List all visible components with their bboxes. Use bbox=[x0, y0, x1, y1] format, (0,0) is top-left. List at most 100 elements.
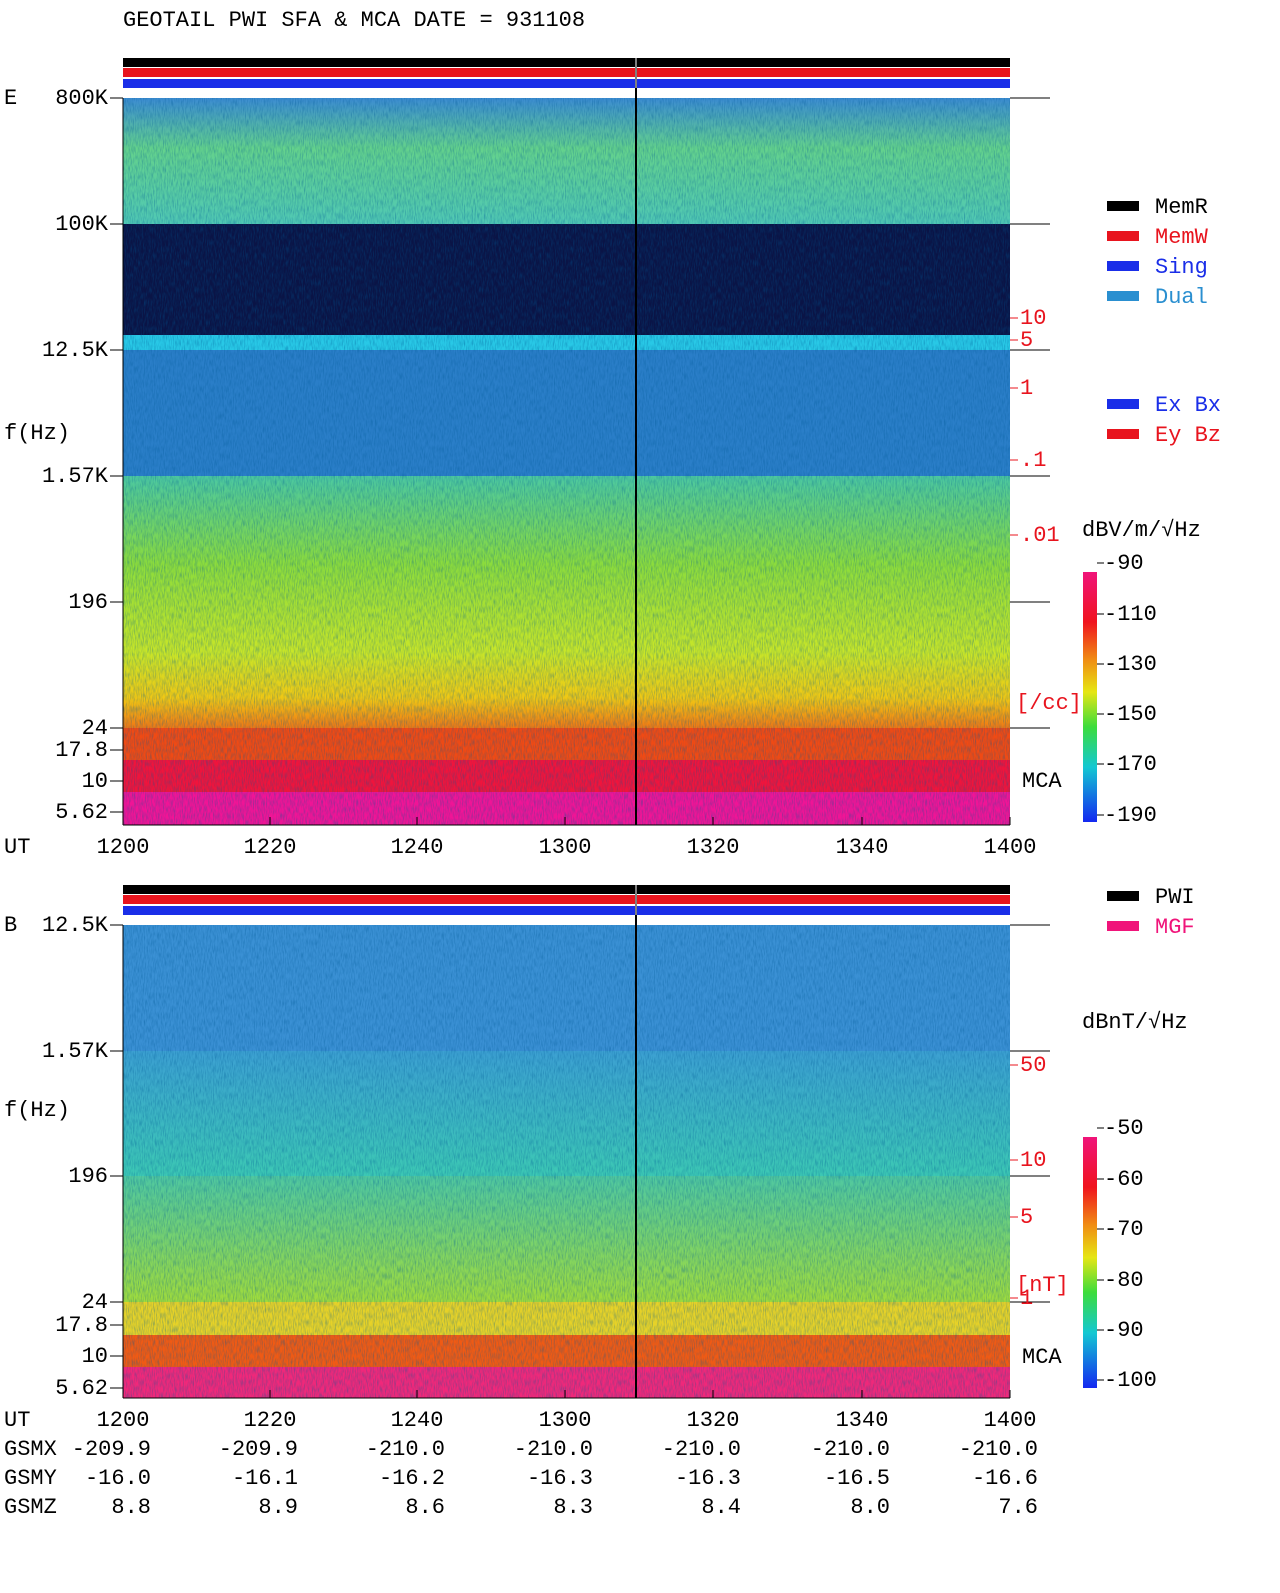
x-tick-label: 1240 bbox=[391, 835, 444, 860]
colorbar-tick-label: -130 bbox=[1104, 652, 1157, 677]
mca-label: MCA bbox=[1022, 769, 1062, 794]
colorbar-label: dBnT/√Hz bbox=[1082, 1010, 1188, 1035]
density-tick-label: 5 bbox=[1020, 1205, 1033, 1230]
colorbar-tick-label: -110 bbox=[1104, 602, 1157, 627]
y-tick-label: 24 bbox=[82, 1290, 108, 1315]
y-tick-label: 100K bbox=[55, 212, 109, 237]
y-tick-label: 196 bbox=[68, 1164, 108, 1189]
ephemeris-value: -210.0 bbox=[959, 1437, 1038, 1462]
spectrogram-noise bbox=[123, 98, 1010, 825]
legend-swatch bbox=[1107, 291, 1139, 301]
legend-label: MemW bbox=[1155, 225, 1209, 250]
colorbar-tick-label: -90 bbox=[1104, 1318, 1144, 1343]
ephemeris-value: 8.0 bbox=[850, 1495, 890, 1520]
ephemeris-value: -16.0 bbox=[85, 1466, 151, 1491]
ephemeris-value: -16.1 bbox=[232, 1466, 298, 1491]
legend-label: PWI bbox=[1155, 885, 1195, 910]
spectrogram-noise bbox=[123, 925, 1010, 1398]
ephemeris-value: -16.3 bbox=[675, 1466, 741, 1491]
panel-label: E bbox=[4, 86, 17, 111]
density-tick-label: 10 bbox=[1020, 306, 1046, 331]
legend-swatch bbox=[1107, 921, 1139, 931]
colorbar-tick-label: -90 bbox=[1104, 551, 1144, 576]
ephemeris-name: GSMZ bbox=[4, 1495, 57, 1520]
legend-label: MemR bbox=[1155, 195, 1208, 220]
density-tick-label: .01 bbox=[1020, 523, 1060, 548]
x-tick-label: 1400 bbox=[984, 1408, 1037, 1433]
x-axis-label: UT bbox=[4, 1408, 30, 1433]
x-tick-label: 1240 bbox=[391, 1408, 444, 1433]
status-bar bbox=[123, 68, 1010, 77]
x-tick-label: 1320 bbox=[687, 1408, 740, 1433]
density-tick-label: 5 bbox=[1020, 328, 1033, 353]
y-axis-label: f(Hz) bbox=[4, 421, 70, 446]
status-bar bbox=[123, 885, 1010, 894]
y-tick-label: 10 bbox=[82, 769, 108, 794]
legend-label: Sing bbox=[1155, 255, 1208, 280]
legend-swatch bbox=[1107, 231, 1139, 241]
status-bar bbox=[123, 906, 1010, 915]
y-axis-label: f(Hz) bbox=[4, 1098, 70, 1123]
y-tick-label: 5.62 bbox=[55, 800, 108, 825]
legend-swatch bbox=[1107, 429, 1139, 439]
x-tick-label: 1340 bbox=[836, 835, 889, 860]
panel-label: B bbox=[4, 913, 17, 938]
ephemeris-value: -16.5 bbox=[824, 1466, 890, 1491]
y-tick-label: 12.5K bbox=[42, 913, 109, 938]
ephemeris-value: 7.6 bbox=[998, 1495, 1038, 1520]
y-tick-label: 24 bbox=[82, 716, 108, 741]
density-tick-label: [nT] bbox=[1016, 1273, 1069, 1298]
legend-label: Dual bbox=[1155, 285, 1208, 310]
title: GEOTAIL PWI SFA & MCA DATE = 931108 bbox=[123, 8, 585, 33]
ephemeris-value: -210.0 bbox=[811, 1437, 890, 1462]
colorbar-tick-label: -170 bbox=[1104, 752, 1157, 777]
density-tick-label: 1 bbox=[1020, 1286, 1033, 1311]
x-axis-label: UT bbox=[4, 835, 30, 860]
status-bar bbox=[123, 79, 1010, 88]
density-tick-label: 10 bbox=[1020, 1148, 1046, 1173]
ephemeris-value: -16.2 bbox=[379, 1466, 445, 1491]
x-tick-label: 1320 bbox=[687, 835, 740, 860]
density-tick-label: [/cc] bbox=[1016, 691, 1082, 716]
colorbar-tick-label: -150 bbox=[1104, 702, 1157, 727]
ephemeris-value: 8.6 bbox=[405, 1495, 445, 1520]
ephemeris-value: -210.0 bbox=[514, 1437, 593, 1462]
density-tick-label: 50 bbox=[1020, 1053, 1046, 1078]
legend-swatch bbox=[1107, 891, 1139, 901]
ephemeris-value: -16.6 bbox=[972, 1466, 1038, 1491]
mca-label: MCA bbox=[1022, 1345, 1062, 1370]
ephemeris-value: -209.9 bbox=[72, 1437, 151, 1462]
ephemeris-value: 8.4 bbox=[701, 1495, 741, 1520]
x-tick-label: 1200 bbox=[97, 1408, 150, 1433]
legend-swatch bbox=[1107, 201, 1139, 211]
x-tick-label: 1200 bbox=[97, 835, 150, 860]
y-tick-label: 17.8 bbox=[55, 738, 108, 763]
ephemeris-name: GSMX bbox=[4, 1437, 57, 1462]
colorbar-tick-label: -70 bbox=[1104, 1217, 1144, 1242]
y-tick-label: 1.57K bbox=[42, 1039, 109, 1064]
status-bar bbox=[123, 58, 1010, 67]
colorbar-label: dBV/m/√Hz bbox=[1082, 518, 1201, 543]
legend-label: Ey Bz bbox=[1155, 423, 1221, 448]
y-tick-label: 1.57K bbox=[42, 464, 109, 489]
density-tick-label: 1 bbox=[1020, 376, 1033, 401]
ephemeris-value: 8.9 bbox=[258, 1495, 298, 1520]
colorbar-tick-label: -100 bbox=[1104, 1368, 1157, 1393]
x-tick-label: 1220 bbox=[244, 1408, 297, 1433]
x-tick-label: 1400 bbox=[984, 835, 1037, 860]
legend-label: MGF bbox=[1155, 915, 1195, 940]
y-tick-label: 17.8 bbox=[55, 1313, 108, 1338]
legend-swatch bbox=[1107, 261, 1139, 271]
legend-swatch bbox=[1107, 399, 1139, 409]
ephemeris-value: -210.0 bbox=[366, 1437, 445, 1462]
y-tick-label: 10 bbox=[82, 1344, 108, 1369]
colorbar bbox=[1083, 1137, 1097, 1388]
ephemeris-value: 8.3 bbox=[553, 1495, 593, 1520]
ephemeris-value: 8.8 bbox=[111, 1495, 151, 1520]
x-tick-label: 1300 bbox=[539, 835, 592, 860]
colorbar-tick-label: -50 bbox=[1104, 1116, 1144, 1141]
ephemeris-value: -16.3 bbox=[527, 1466, 593, 1491]
colorbar-tick-label: -190 bbox=[1104, 803, 1157, 828]
